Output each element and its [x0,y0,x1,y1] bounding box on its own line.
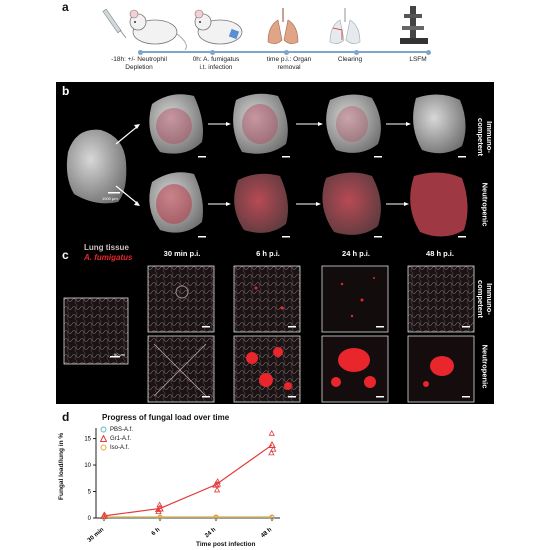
lung-immunocompetent [326,94,381,152]
microscope-icon [400,6,428,44]
row-label-neutropenic: Neutropenic [481,170,490,240]
x-tick-label: 24 h [204,527,217,540]
chart-ylabel: Fungal load/lung in % [58,433,65,500]
replicate-point [269,431,274,436]
micrograph-neutropenic [234,336,300,402]
micrograph-immunocompetent [408,266,474,332]
lung-icon [268,8,298,44]
timeline-axis [138,51,430,53]
fungal-load-chart: 0 5 10 15 30 min 6 h 24 h 48 h [68,420,288,542]
row-label-immunocompetent: Immuno- competent [476,102,494,172]
scale-label: 1000 µm [102,196,118,201]
timeline-step-label: LSFM [386,56,450,64]
series-line [104,445,272,516]
micrograph-immunocompetent [322,266,388,332]
lung-immunocompetent [233,94,288,154]
timeline-step-label: time p.i.: Organ removal [252,56,326,72]
syringe-icon [103,9,126,38]
panel-label-a: a [62,0,69,14]
panel-b-lungs [56,82,494,248]
lung-immunocompetent [149,94,203,153]
micrograph-neutropenic [408,336,474,402]
timeline-step-label: Clearing [318,56,382,64]
cleared-lung-icon [330,8,360,44]
scale-label: 50 µm [114,352,125,357]
mouse-icon [195,10,242,44]
row-label-neutropenic: Neutropenic [481,332,490,402]
chart-xlabel: Time post infection [196,541,255,548]
lung-neutropenic [149,172,203,232]
lung-neutropenic [322,172,380,234]
replicate-point [215,487,220,492]
panel-c-micrographs [56,248,494,404]
panel-a-illustrations [90,0,450,58]
x-tick-label: 30 min [87,527,106,542]
micrograph-neutropenic [148,336,214,402]
timeline-step-label: 0h: A. fumigatus i.t. infection [176,56,256,72]
data-point [269,442,275,448]
lung-neutropenic [234,174,288,233]
y-tick-label: 0 [88,516,92,522]
y-tick-label: 15 [84,437,91,443]
micrograph-immunocompetent [148,266,214,332]
mouse-icon [130,10,186,50]
timeline-step-label: -18h: +/- Neutrophil Depletion [96,56,182,72]
x-tick-label: 6 h [151,527,162,537]
lung-immunocompetent [413,94,465,153]
x-tick-label: 48 h [260,527,273,540]
micrograph-neutropenic [322,336,388,402]
y-tick-label: 10 [84,463,91,469]
y-tick-label: 5 [88,490,92,496]
row-label-immunocompetent: Immuno- competent [476,264,494,334]
micrograph-immunocompetent [234,266,300,332]
lung-neutropenic [410,172,467,236]
